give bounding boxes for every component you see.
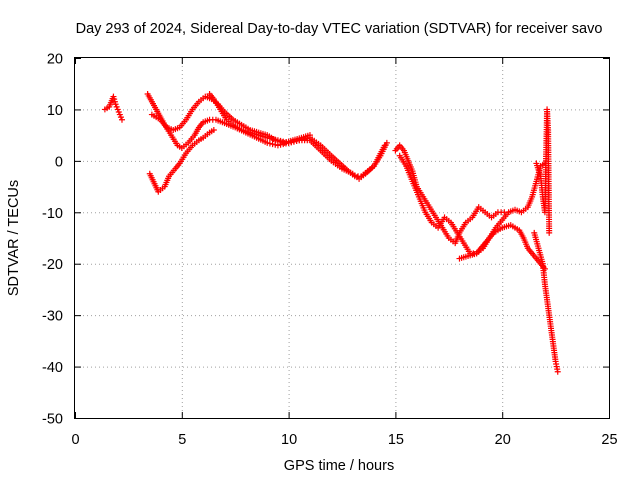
data-point bbox=[277, 137, 284, 144]
data-point bbox=[290, 138, 297, 145]
data-point bbox=[546, 229, 553, 236]
x-tick-label: 10 bbox=[281, 432, 297, 448]
data-point bbox=[210, 127, 217, 133]
chart-title: Day 293 of 2024, Sidereal Day-to-day VTE… bbox=[76, 21, 603, 37]
data-point bbox=[304, 135, 311, 142]
data-point bbox=[282, 139, 289, 146]
data-point bbox=[266, 140, 273, 147]
data-point bbox=[269, 141, 276, 148]
data-point bbox=[285, 139, 292, 146]
data-point bbox=[554, 368, 561, 375]
data-point bbox=[280, 138, 287, 145]
x-tick-label: 5 bbox=[178, 432, 186, 448]
grid bbox=[75, 58, 609, 418]
x-axis-label: GPS time / hours bbox=[284, 458, 394, 474]
tick-labels: 0 5 10 15 20 25 20 10 0 -10 -20 -30 -40 -50 bbox=[42, 52, 618, 449]
y-tick-label: -20 bbox=[42, 257, 63, 273]
data-point bbox=[264, 139, 271, 146]
x-tick-label: 0 bbox=[71, 432, 79, 448]
x-tick-label: 15 bbox=[388, 432, 404, 448]
y-tick-label: 10 bbox=[47, 103, 63, 119]
y-tick-label: -40 bbox=[42, 360, 63, 376]
y-tick-label: -30 bbox=[42, 309, 63, 325]
y-axis-label: SDTVAR / TECUs bbox=[6, 180, 22, 296]
data-point bbox=[301, 136, 308, 142]
data-point bbox=[118, 116, 125, 123]
data-point bbox=[272, 136, 279, 143]
data-point bbox=[288, 139, 295, 146]
x-tick-label: 20 bbox=[495, 432, 511, 448]
y-tick-label: 20 bbox=[47, 52, 63, 68]
y-tick-label: 0 bbox=[55, 154, 63, 170]
data-point bbox=[383, 139, 390, 146]
data-point bbox=[274, 137, 281, 144]
data-point bbox=[296, 137, 303, 144]
data-point bbox=[266, 135, 273, 142]
plot-frame bbox=[74, 57, 610, 419]
axis-ticks bbox=[75, 58, 610, 419]
data-point bbox=[293, 137, 300, 144]
y-tick-label: -50 bbox=[42, 412, 63, 428]
data-points bbox=[101, 91, 561, 375]
x-tick-label: 25 bbox=[601, 432, 617, 448]
data-point bbox=[264, 134, 271, 141]
y-tick-label: -10 bbox=[42, 206, 63, 222]
data-point bbox=[269, 136, 276, 142]
data-point bbox=[298, 136, 305, 143]
